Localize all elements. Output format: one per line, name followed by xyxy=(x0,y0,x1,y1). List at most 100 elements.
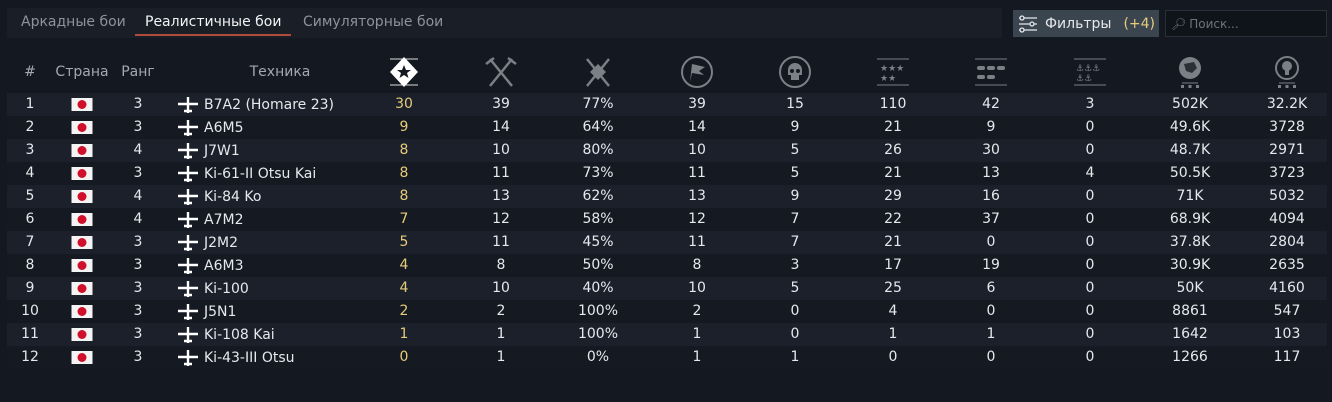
row-rank: 3 xyxy=(133,303,143,319)
table-row[interactable]: 3 4 J7W1 8 10 80% 10 5 26 30 0 48.7K 2971 xyxy=(7,139,1327,162)
table-row[interactable]: 9 3 Ki-100 4 10 40% 10 5 25 6 0 50K 4160 xyxy=(7,277,1327,300)
vehicle-cell[interactable]: Ki-108 Kai xyxy=(177,323,275,346)
stat-battles: 39 xyxy=(492,96,510,112)
vehicle-name: J5N1 xyxy=(204,303,237,320)
stat-naval-kills: 0 xyxy=(1085,211,1095,227)
header-vehicle[interactable]: Техника xyxy=(249,64,311,80)
battles-swords-icon[interactable] xyxy=(481,52,521,92)
plane-icon xyxy=(178,234,198,251)
header-number[interactable]: # xyxy=(24,64,36,80)
table-row[interactable]: 7 3 J2M2 5 11 45% 11 7 21 0 0 37.8K 2804 xyxy=(7,231,1327,254)
plane-icon xyxy=(178,280,198,297)
svg-text:⚓⚓: ⚓⚓ xyxy=(1076,74,1092,84)
stat-air-kills: 0 xyxy=(888,349,898,365)
stat-victories: 2 xyxy=(399,303,409,319)
table-row[interactable]: 12 3 Ki-43-III Otsu 0 1 0% 1 1 0 0 0 1266 117 xyxy=(7,346,1327,369)
tab-realistic[interactable]: Реалистичные бои xyxy=(135,12,292,36)
stat-silver-lions: 30.9K xyxy=(1169,257,1211,273)
stat-battles: 11 xyxy=(492,234,510,250)
japan-flag-icon xyxy=(71,328,93,341)
stat-ground-kills: 16 xyxy=(982,188,1000,204)
vehicle-cell[interactable]: A7M2 xyxy=(177,208,243,231)
vehicle-name: Ki-84 Ko xyxy=(204,188,262,205)
stat-win-rate: 80% xyxy=(582,142,614,158)
ground-kills-tanks-icon[interactable] xyxy=(971,52,1011,92)
tab-arcade[interactable]: Аркадные бои xyxy=(21,14,126,30)
lion-silver-icon[interactable] xyxy=(1170,52,1210,92)
vehicle-cell[interactable]: B7A2 (Homare 23) xyxy=(177,93,334,116)
stat-silver-lions: 48.7K xyxy=(1169,142,1211,158)
stat-ground-kills: 30 xyxy=(982,142,1000,158)
victories-star-icon[interactable] xyxy=(384,52,424,92)
stat-silver-lions: 49.6K xyxy=(1169,119,1211,135)
stat-win-rate: 77% xyxy=(582,96,614,112)
table-row[interactable]: 4 3 Ki-61-II Otsu Kai 8 11 73% 11 5 21 13 4 50.5K… xyxy=(7,162,1327,185)
filters-button[interactable]: Фильтры (+4) xyxy=(1013,10,1159,37)
stat-battles: 1 xyxy=(496,326,506,342)
stat-win-rate: 100% xyxy=(577,303,619,319)
header-country[interactable]: Страна xyxy=(55,64,109,80)
vehicle-cell[interactable]: Ki-84 Ko xyxy=(177,185,261,208)
vehicle-cell[interactable]: Ki-100 xyxy=(177,277,249,300)
table-row[interactable]: 1 3 B7A2 (Homare 23) 30 39 77% 39 15 110 42 3 502… xyxy=(7,93,1327,116)
stat-respawns: 12 xyxy=(688,211,706,227)
vehicle-cell[interactable]: A6M3 xyxy=(177,254,243,277)
flag-icon[interactable] xyxy=(677,52,717,92)
stat-air-kills: 4 xyxy=(888,303,898,319)
air-kills-stars-icon[interactable]: ★★★ ★★ xyxy=(873,52,913,92)
tab-simulator[interactable]: Симуляторные бои xyxy=(303,14,444,30)
row-rank: 3 xyxy=(133,119,143,135)
stat-battles: 10 xyxy=(492,280,510,296)
japan-flag-icon xyxy=(71,190,93,203)
table-row[interactable]: 2 3 A6M5 9 14 64% 14 9 21 9 0 49.6K 3728 xyxy=(7,116,1327,139)
vehicle-cell[interactable]: J5N1 xyxy=(177,300,236,323)
stat-research-points: 3728 xyxy=(1269,119,1305,135)
stat-naval-kills: 0 xyxy=(1085,119,1095,135)
stat-naval-kills: 0 xyxy=(1085,257,1095,273)
row-rank: 4 xyxy=(133,211,143,227)
stat-silver-lions: 502K xyxy=(1172,96,1208,112)
vehicle-cell[interactable]: Ki-43-III Otsu xyxy=(177,346,295,369)
stat-silver-lions: 1642 xyxy=(1172,326,1208,342)
vehicle-cell[interactable]: Ki-61-II Otsu Kai xyxy=(177,162,316,185)
table-row[interactable]: 8 3 A6M3 4 8 50% 8 3 17 19 0 30.9K 2635 xyxy=(7,254,1327,277)
stat-naval-kills: 3 xyxy=(1085,96,1095,112)
header-rank[interactable]: Ранг xyxy=(121,64,155,80)
japan-flag-icon xyxy=(71,144,93,157)
stat-deaths: 5 xyxy=(790,165,800,181)
row-number: 1 xyxy=(25,96,35,112)
plane-icon xyxy=(178,257,198,274)
vehicle-cell[interactable]: A6M5 xyxy=(177,116,243,139)
stat-win-rate: 40% xyxy=(582,280,614,296)
vehicle-cell[interactable]: J2M2 xyxy=(177,231,238,254)
stat-win-rate: 58% xyxy=(582,211,614,227)
plane-icon xyxy=(178,326,198,343)
stat-battles: 12 xyxy=(492,211,510,227)
vehicle-name: Ki-43-III Otsu xyxy=(204,349,295,366)
vehicle-cell[interactable]: J7W1 xyxy=(177,139,240,162)
table-row[interactable]: 6 4 A7M2 7 12 58% 12 7 22 37 0 68.9K 4094 xyxy=(7,208,1327,231)
stat-air-kills: 26 xyxy=(884,142,902,158)
sliders-icon xyxy=(1019,14,1037,33)
svg-text:★★★: ★★★ xyxy=(880,64,904,74)
table-row[interactable]: 5 4 Ki-84 Ko 8 13 62% 13 9 29 16 0 71K 5032 xyxy=(7,185,1327,208)
row-number: 12 xyxy=(21,349,39,365)
bulb-research-icon[interactable] xyxy=(1267,52,1307,92)
naval-kills-anchors-icon[interactable]: ⚓⚓⚓ ⚓⚓ xyxy=(1070,52,1110,92)
table-row[interactable]: 11 3 Ki-108 Kai 1 1 100% 1 0 1 1 0 1642 103 xyxy=(7,323,1327,346)
stat-silver-lions: 8861 xyxy=(1172,303,1208,319)
stat-ground-kills: 9 xyxy=(986,119,996,135)
stat-battles: 10 xyxy=(492,142,510,158)
stat-research-points: 547 xyxy=(1273,303,1301,319)
stat-victories: 8 xyxy=(399,142,409,158)
search-input[interactable]: 🔎︎ Поиск... xyxy=(1165,10,1327,37)
stat-research-points: 2635 xyxy=(1269,257,1305,273)
stat-battles: 13 xyxy=(492,188,510,204)
row-number: 10 xyxy=(21,303,39,319)
table-row[interactable]: 10 3 J5N1 2 2 100% 2 0 4 0 0 8861 547 xyxy=(7,300,1327,323)
stat-deaths: 5 xyxy=(790,280,800,296)
win-rate-swords-star-icon[interactable] xyxy=(578,52,618,92)
stat-victories: 9 xyxy=(399,119,409,135)
vehicle-name: Ki-108 Kai xyxy=(204,326,275,343)
skull-deaths-icon[interactable] xyxy=(775,52,815,92)
